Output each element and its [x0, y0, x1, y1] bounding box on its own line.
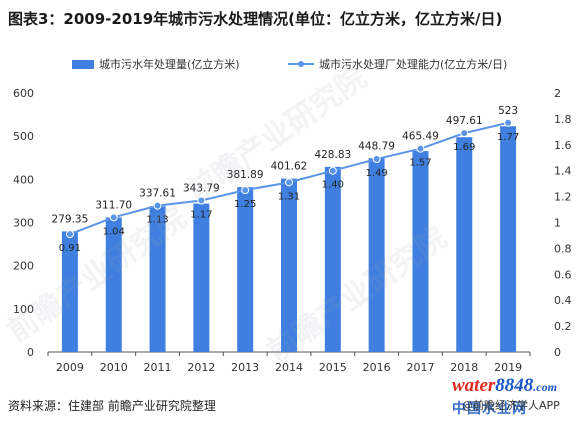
line-value-label: 1.69 [453, 142, 475, 153]
bar [324, 166, 341, 352]
bar [105, 217, 122, 352]
x-tick-label: 2014 [275, 361, 303, 374]
line-value-label: 1.31 [278, 191, 300, 202]
bar [500, 126, 517, 352]
logo-suffix: .com [533, 380, 557, 394]
line-value-label: 1.13 [146, 215, 168, 226]
legend-item-line: 城市污水处理厂处理能力(亿立方米/日) [288, 56, 507, 72]
bar [412, 151, 429, 352]
y-left-tick-label: 400 [13, 173, 34, 186]
y-left-tick-label: 500 [13, 130, 34, 143]
logo-word: water [452, 375, 496, 396]
y-right-tick-label: 0.6 [554, 268, 572, 281]
y-left-tick-label: 300 [13, 217, 34, 230]
y-right-tick-label: 2 [554, 87, 561, 100]
y-right-tick-label: 0 [554, 346, 561, 359]
line-value-label: 1.57 [409, 158, 431, 169]
bar-value-label: 279.35 [52, 213, 89, 225]
line-point [504, 118, 513, 127]
logo-number: 8848 [495, 375, 534, 396]
line-point [460, 129, 469, 138]
bar-value-label: 343.79 [183, 182, 220, 194]
bar [368, 158, 385, 352]
x-tick-label: 2011 [144, 361, 172, 374]
credit-note: @前瞻经济学人APP [462, 399, 560, 412]
x-tick-label: 2019 [494, 361, 522, 374]
bar-value-label: 381.89 [227, 169, 264, 181]
bar [193, 203, 210, 352]
x-tick-label: 2016 [363, 361, 391, 374]
line-point [109, 213, 118, 222]
line-point [416, 144, 425, 153]
chart-title: 图表3：2009-2019年城市污水处理情况(单位：亿立方米，亿立方米/日) [8, 10, 503, 28]
y-right-tick-label: 1.4 [554, 165, 572, 178]
line-value-label: 1.40 [322, 180, 344, 191]
line-point [197, 196, 206, 205]
x-tick-label: 2012 [187, 361, 215, 374]
y-right-tick-label: 1.2 [554, 191, 572, 204]
legend-item-bar: 城市污水年处理量(亿立方米) [72, 56, 240, 72]
line-value-label: 1.17 [190, 209, 212, 220]
y-left-tick-label: 200 [13, 260, 34, 273]
y-left-tick-label: 0 [27, 346, 34, 359]
legend-line-swatch [288, 59, 314, 69]
bar-value-label: 465.49 [402, 131, 439, 143]
bar-value-label: 428.83 [314, 149, 351, 161]
line-point [328, 166, 337, 175]
bar [456, 137, 473, 352]
y-right-tick-label: 1 [554, 217, 561, 230]
bar [149, 206, 166, 352]
x-tick-label: 2010 [100, 361, 128, 374]
line-point [65, 230, 74, 239]
line-point [241, 186, 250, 195]
y-left-tick-label: 600 [13, 87, 34, 100]
y-left-tick-label: 100 [13, 303, 34, 316]
y-right-tick-label: 1.6 [554, 139, 572, 152]
y-right-tick-label: 1.8 [554, 113, 572, 126]
line-value-label: 1.77 [497, 132, 519, 143]
legend-bar-swatch [72, 59, 94, 69]
logo-cn: 中国水业网 [452, 401, 527, 417]
line-value-label: 1.49 [366, 168, 388, 179]
x-tick-label: 2013 [231, 361, 259, 374]
bar-value-label: 448.79 [358, 140, 395, 152]
bar [61, 231, 78, 352]
legend-label-bar: 城市污水年处理量(亿立方米) [99, 58, 240, 71]
line-value-label: 0.91 [59, 243, 81, 254]
x-tick-label: 2009 [56, 361, 84, 374]
x-tick-label: 2015 [319, 361, 347, 374]
source-note: 资料来源：住建部 前瞻产业研究院整理 [8, 399, 216, 413]
x-tick-label: 2017 [406, 361, 434, 374]
line-value-label: 1.04 [103, 226, 125, 237]
line-point [285, 178, 293, 187]
line-point [372, 155, 381, 164]
bar-value-label: 401.62 [271, 161, 308, 173]
legend: 城市污水年处理量(亿立方米) 城市污水处理厂处理能力(亿立方米/日) [0, 56, 578, 76]
line-point [153, 201, 162, 210]
bar [281, 178, 297, 352]
bar [237, 187, 254, 352]
y-right-tick-label: 0.4 [554, 294, 572, 307]
y-right-tick-label: 0.2 [554, 320, 572, 333]
legend-label-line: 城市污水处理厂处理能力(亿立方米/日) [319, 58, 508, 71]
bar-value-label: 311.70 [95, 199, 132, 211]
y-right-tick-label: 0.8 [554, 242, 572, 255]
x-tick-label: 2018 [450, 361, 478, 374]
water8848-logo: water8848.com [452, 375, 557, 397]
bar-value-label: 523 [498, 105, 518, 117]
line-value-label: 1.25 [234, 199, 256, 210]
bar-value-label: 497.61 [446, 115, 483, 127]
bar-value-label: 337.61 [139, 188, 176, 200]
